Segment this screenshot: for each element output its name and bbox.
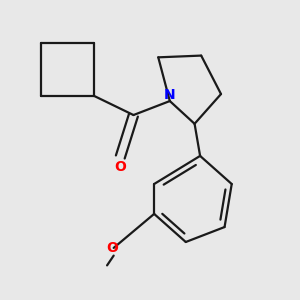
Text: O: O bbox=[106, 241, 118, 255]
Text: O: O bbox=[114, 160, 126, 174]
Text: N: N bbox=[164, 88, 176, 102]
